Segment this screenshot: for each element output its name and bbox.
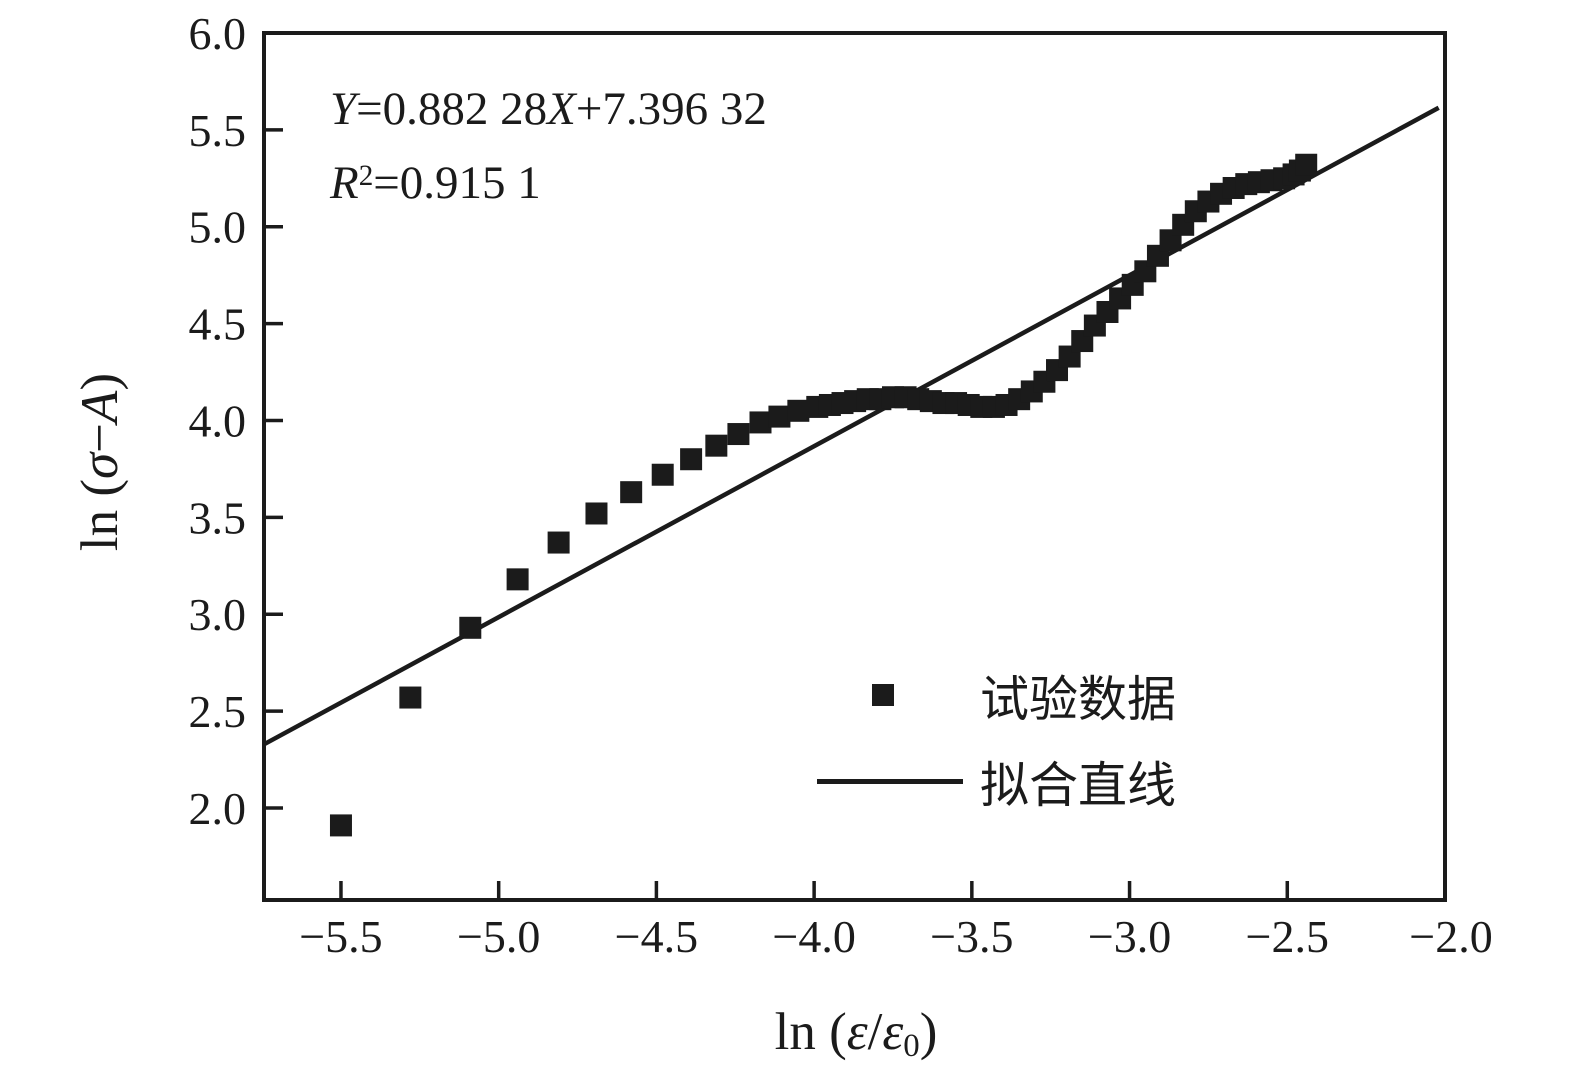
data-point — [749, 411, 772, 434]
x-tick-label: −2.0 — [1409, 911, 1492, 962]
r-exponent: 2 — [358, 159, 374, 192]
data-point — [547, 531, 570, 554]
legend-item-fit: 拟合直线 — [815, 738, 1176, 824]
fit-equation-line: Y=0.882 28X+7.396 32 — [330, 72, 767, 146]
legend-item-data: 试验数据 — [815, 652, 1176, 738]
r-symbol: R — [330, 157, 359, 209]
square-marker-icon — [872, 684, 894, 706]
y-tick-label: 5.0 — [189, 202, 247, 253]
epsilon-symbol: ε — [846, 1003, 868, 1061]
y-tick-label: 4.0 — [189, 395, 247, 446]
legend-label-fit: 拟合直线 — [980, 757, 1177, 813]
y-tick-label: 5.5 — [189, 105, 247, 156]
sigma-symbol: σ — [71, 452, 129, 479]
x-tick-label: −2.5 — [1246, 911, 1329, 962]
y-tick-label: 6.0 — [189, 8, 247, 59]
legend-marker-cell — [815, 684, 980, 706]
data-point — [787, 399, 810, 422]
plot-border — [262, 31, 1447, 902]
y-tick-label: 2.0 — [189, 783, 247, 834]
data-point — [620, 481, 643, 504]
x-tick-label: −5.0 — [457, 911, 540, 962]
x-label-suffix: ) — [919, 1003, 938, 1061]
epsilon0-subscript: 0 — [903, 1028, 920, 1065]
y-tick-label: 3.5 — [189, 492, 247, 543]
data-point — [768, 405, 791, 428]
x-tick-label: −4.0 — [772, 911, 855, 962]
data-point — [680, 448, 703, 471]
x-tick-label: −4.5 — [615, 911, 698, 962]
x-label-prefix: ln ( — [774, 1003, 847, 1061]
x-tick-label: −3.5 — [930, 911, 1013, 962]
legend-marker-cell — [815, 778, 980, 784]
a-symbol: A — [71, 390, 129, 423]
data-point — [506, 568, 529, 591]
y-axis-title: ln (σ−A) — [70, 373, 130, 551]
epsilon0-symbol: ε — [882, 1003, 904, 1061]
y-label-suffix: ) — [71, 372, 129, 391]
data-point — [329, 814, 352, 837]
y-tick-label: 4.5 — [189, 299, 247, 350]
legend: 试验数据 拟合直线 — [815, 652, 1176, 824]
data-point — [459, 616, 482, 639]
equation-y-symbol: Y — [330, 83, 357, 135]
x-axis-title: ln (ε/ε0) — [774, 1002, 938, 1065]
x-tick-label: −5.5 — [299, 911, 382, 962]
x-tick-label: −3.0 — [1088, 911, 1171, 962]
data-point — [727, 423, 750, 446]
data-point — [705, 434, 728, 457]
slash-symbol: / — [867, 1003, 883, 1061]
r-squared-line: R2=0.915 1 — [330, 146, 767, 226]
legend-label-data: 试验数据 — [980, 671, 1177, 727]
equation-intercept-text: +7.396 32 — [575, 83, 767, 135]
r-squared-value: =0.915 1 — [373, 157, 541, 209]
y-tick-label: 2.5 — [189, 686, 247, 737]
y-label-prefix: ln ( — [71, 478, 129, 552]
y-tick-label: 3.0 — [189, 589, 247, 640]
fit-equation-annotation: Y=0.882 28X+7.396 32 R2=0.915 1 — [330, 72, 767, 226]
data-point — [651, 463, 674, 486]
data-point — [585, 502, 608, 525]
equation-slope-text: =0.882 28 — [356, 83, 548, 135]
line-marker-icon — [817, 778, 963, 784]
data-point — [399, 686, 422, 709]
equation-x-symbol: X — [547, 83, 576, 135]
minus-symbol: − — [71, 422, 129, 453]
data-point — [1295, 153, 1318, 176]
